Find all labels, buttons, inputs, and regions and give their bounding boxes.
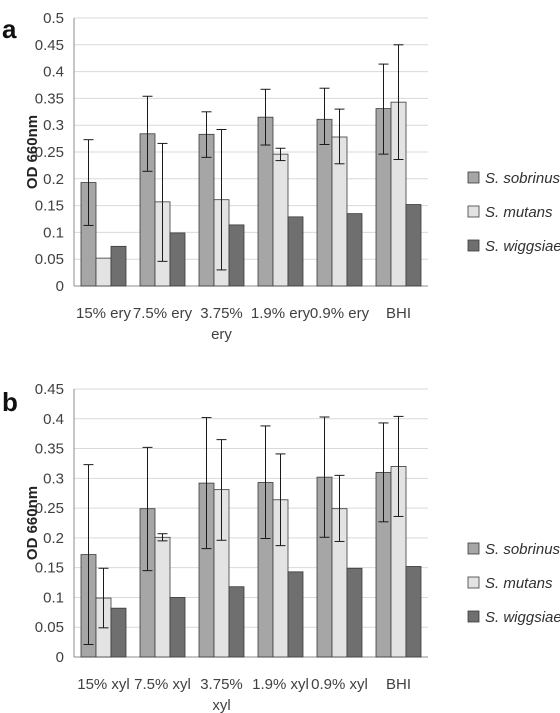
category-label: 3.75% xyxy=(200,676,243,693)
bar xyxy=(169,597,186,658)
y-tick-label: 0.45 xyxy=(35,381,64,398)
y-tick-label: 0 xyxy=(56,649,64,666)
y-tick-label: 0.4 xyxy=(43,64,64,81)
y-tick-label: 0.1 xyxy=(43,589,64,606)
legend-label: S. wiggsiae xyxy=(485,609,560,626)
legend-label: S. wiggsiae xyxy=(485,238,560,255)
y-tick-label: 0.4 xyxy=(43,411,64,428)
y-axis-label: OD 660nm xyxy=(24,115,41,189)
category-label: 7.5% xyl xyxy=(134,676,191,693)
legend-swatch xyxy=(467,239,480,252)
panel-b: b 0 0.05 0.1 0.15 0.2 0.25 0.3 0.35 0.4 0.45 OD 660… xyxy=(2,381,560,713)
panel-label: a xyxy=(2,14,17,44)
category-label: ery xyxy=(211,326,232,343)
y-axis-label: OD 660nm xyxy=(24,486,41,560)
category-label: BHI xyxy=(386,676,411,693)
bar xyxy=(95,257,112,287)
bar xyxy=(110,607,127,658)
y-tick-label: 0 xyxy=(56,278,64,295)
bar xyxy=(405,204,422,287)
bar xyxy=(154,536,171,658)
y-tick-label: 0.5 xyxy=(43,10,64,27)
y-tick-label: 0.15 xyxy=(35,560,64,577)
legend-swatch xyxy=(467,205,480,218)
y-tick-label: 0.05 xyxy=(35,251,64,268)
y-tick-label: 0.35 xyxy=(35,90,64,107)
legend-label: S. sobrinus xyxy=(485,170,560,187)
category-label: 1.9% ery xyxy=(251,305,311,322)
category-label: xyl xyxy=(212,697,230,713)
y-tick-label: 0.05 xyxy=(35,619,64,636)
y-tick-label: 0.2 xyxy=(43,171,64,188)
y-tick-label: 0.3 xyxy=(43,117,64,134)
category-label: 0.9% ery xyxy=(310,305,370,322)
category-label: 1.9% xyl xyxy=(252,676,309,693)
legend-swatch xyxy=(467,610,480,623)
legend-swatch xyxy=(467,576,480,589)
panel-label: b xyxy=(2,387,18,417)
bar xyxy=(169,232,186,287)
category-label: BHI xyxy=(386,305,411,322)
panel-a: a 0 0.05 0.1 0.15 0.2 0.25 0.3 0.35 0.4 0.45 0.5 OD … xyxy=(2,10,560,343)
legend-label: S. sobrinus xyxy=(485,541,560,558)
bar xyxy=(272,153,289,287)
bar xyxy=(228,224,245,287)
bar xyxy=(346,567,363,658)
y-tick-label: 0.35 xyxy=(35,441,64,458)
legend-swatch xyxy=(467,542,480,555)
y-tick-label: 0.2 xyxy=(43,530,64,547)
y-tick-label: 0.1 xyxy=(43,224,64,241)
y-tick-label: 0.15 xyxy=(35,198,64,215)
bar xyxy=(228,586,245,658)
bar xyxy=(287,571,304,658)
bar xyxy=(405,566,422,658)
y-tick-label: 0.3 xyxy=(43,470,64,487)
category-label: 15% xyl xyxy=(77,676,130,693)
category-label: 7.5% ery xyxy=(133,305,193,322)
category-label: 3.75% xyxy=(200,305,243,322)
bar xyxy=(346,213,363,287)
y-tick-label: 0.25 xyxy=(35,144,64,161)
y-tick-label: 0.25 xyxy=(35,500,64,517)
category-label: 15% ery xyxy=(76,305,132,322)
category-label: 0.9% xyl xyxy=(311,676,368,693)
bar xyxy=(287,216,304,287)
y-tick-label: 0.45 xyxy=(35,37,64,54)
legend-swatch xyxy=(467,171,480,184)
bar xyxy=(110,245,127,287)
legend-label: S. mutans xyxy=(485,575,553,592)
legend-label: S. mutans xyxy=(485,204,553,221)
